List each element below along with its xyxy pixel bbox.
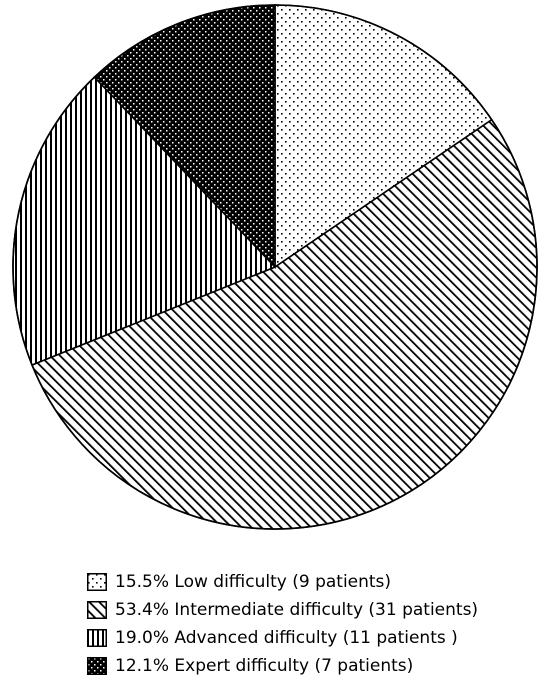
legend-item: 19.0% Advanced difficulty (11 patients ) bbox=[87, 624, 542, 652]
legend: 15.5% Low difficulty (9 patients) 53.4% I… bbox=[87, 568, 542, 680]
legend-swatch-dots bbox=[87, 573, 107, 591]
legend-label: 19.0% Advanced difficulty (11 patients ) bbox=[115, 628, 458, 648]
legend-item: 15.5% Low difficulty (9 patients) bbox=[87, 568, 542, 596]
legend-item: 53.4% Intermediate difficulty (31 patien… bbox=[87, 596, 542, 624]
legend-item: 12.1% Expert difficulty (7 patients) bbox=[87, 652, 542, 680]
legend-swatch-vertical-stripes bbox=[87, 629, 107, 647]
pie-chart bbox=[12, 4, 538, 530]
pie-slices bbox=[12, 4, 538, 530]
pie-outline bbox=[12, 4, 538, 530]
legend-label: 53.4% Intermediate difficulty (31 patien… bbox=[115, 600, 479, 620]
legend-swatch-diagonal-hatch bbox=[87, 601, 107, 619]
legend-swatch-dense-checker bbox=[87, 657, 107, 675]
legend-label: 12.1% Expert difficulty (7 patients) bbox=[115, 656, 414, 676]
legend-label: 15.5% Low difficulty (9 patients) bbox=[115, 572, 392, 592]
